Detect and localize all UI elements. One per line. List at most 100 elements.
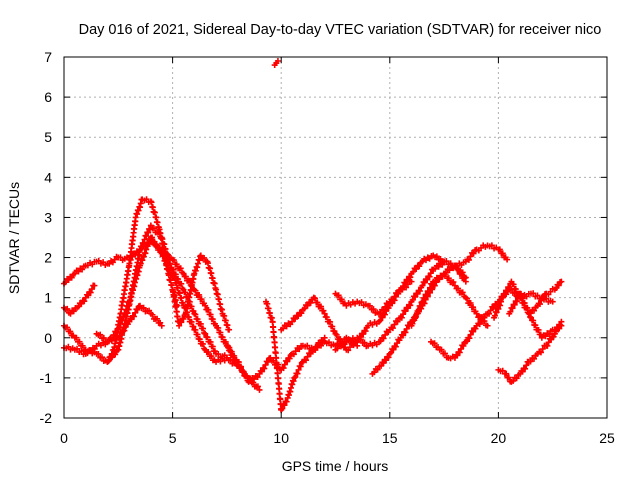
- data-point: [188, 318, 195, 325]
- data-point: [325, 339, 332, 346]
- data-point: [473, 310, 480, 317]
- data-point: [97, 331, 104, 338]
- chart-title: Day 016 of 2021, Sidereal Day-to-day VTE…: [79, 22, 602, 38]
- data-point: [298, 310, 305, 317]
- data-point: [140, 240, 147, 247]
- data-point: [426, 284, 433, 291]
- data-point: [370, 306, 377, 313]
- data-point: [499, 250, 506, 257]
- data-point: [398, 286, 405, 293]
- data-point: [398, 314, 405, 321]
- data-point: [73, 334, 80, 341]
- data-point: [490, 304, 497, 311]
- data-point: [191, 310, 198, 317]
- data-point: [527, 313, 534, 320]
- data-point: [558, 278, 565, 285]
- data-point: [182, 273, 189, 280]
- y-tick-label: 5: [44, 129, 52, 145]
- data-point: [371, 369, 378, 376]
- data-point: [304, 342, 311, 349]
- data-point: [415, 306, 422, 313]
- data-point: [460, 342, 467, 349]
- data-point: [333, 331, 340, 338]
- data-point: [196, 336, 203, 343]
- series-track-4: [61, 196, 180, 365]
- data-point: [358, 299, 365, 306]
- data-point: [71, 270, 78, 277]
- data-point: [99, 354, 106, 361]
- data-point: [439, 261, 446, 268]
- data-point: [334, 345, 341, 352]
- data-point: [408, 278, 415, 285]
- data-point: [411, 317, 418, 324]
- data-point: [87, 289, 94, 296]
- data-point: [294, 370, 301, 377]
- data-point: [202, 302, 209, 309]
- data-point: [316, 340, 323, 347]
- data-point: [486, 310, 493, 317]
- data-point: [251, 376, 258, 383]
- data-point: [140, 304, 147, 311]
- data-point: [134, 306, 141, 313]
- data-point: [467, 299, 474, 306]
- data-point: [532, 322, 539, 329]
- data-point: [304, 353, 311, 360]
- scatter-points: [61, 58, 565, 413]
- data-point: [427, 270, 434, 277]
- y-tick-label: -2: [40, 410, 53, 426]
- x-tick-label: 15: [382, 430, 398, 446]
- data-point: [501, 291, 508, 298]
- data-point: [337, 336, 344, 343]
- data-point: [544, 342, 551, 349]
- data-point: [507, 308, 514, 315]
- data-point: [389, 325, 396, 332]
- data-point: [522, 365, 529, 372]
- data-point: [145, 229, 152, 236]
- data-point: [484, 322, 491, 329]
- data-point: [296, 346, 303, 353]
- data-point: [261, 365, 268, 372]
- data-point: [76, 338, 83, 345]
- data-point: [150, 225, 157, 232]
- data-point: [530, 290, 537, 297]
- data-point: [394, 318, 401, 325]
- data-point: [488, 242, 495, 249]
- data-point: [226, 326, 233, 333]
- data-point: [196, 291, 203, 298]
- data-point: [416, 263, 423, 270]
- data-point: [279, 405, 286, 412]
- data-point: [467, 253, 474, 260]
- data-point: [505, 374, 512, 381]
- data-point: [459, 289, 466, 296]
- data-point: [205, 306, 212, 313]
- data-point: [382, 331, 389, 338]
- data-point: [526, 309, 533, 316]
- data-point: [154, 315, 161, 322]
- data-point: [130, 313, 137, 320]
- data-point: [413, 266, 420, 273]
- data-point: [470, 304, 477, 311]
- data-point: [496, 246, 503, 253]
- data-point: [381, 311, 388, 318]
- data-point: [423, 291, 430, 298]
- data-point: [200, 340, 207, 347]
- data-point: [414, 310, 421, 317]
- data-point: [172, 271, 179, 278]
- data-point: [380, 335, 387, 342]
- y-tick-label: 7: [44, 49, 52, 65]
- data-point: [366, 302, 373, 309]
- data-point: [87, 347, 94, 354]
- data-point: [558, 318, 565, 325]
- series-track-17: [428, 286, 556, 362]
- data-point: [138, 243, 145, 250]
- data-point: [313, 343, 320, 350]
- data-point: [91, 282, 98, 289]
- data-point: [247, 378, 254, 385]
- data-point: [481, 314, 488, 321]
- data-point: [143, 233, 150, 240]
- data-point: [345, 347, 352, 354]
- data-point: [289, 318, 296, 325]
- data-point: [442, 271, 449, 278]
- data-point: [435, 263, 442, 270]
- data-point: [146, 307, 153, 314]
